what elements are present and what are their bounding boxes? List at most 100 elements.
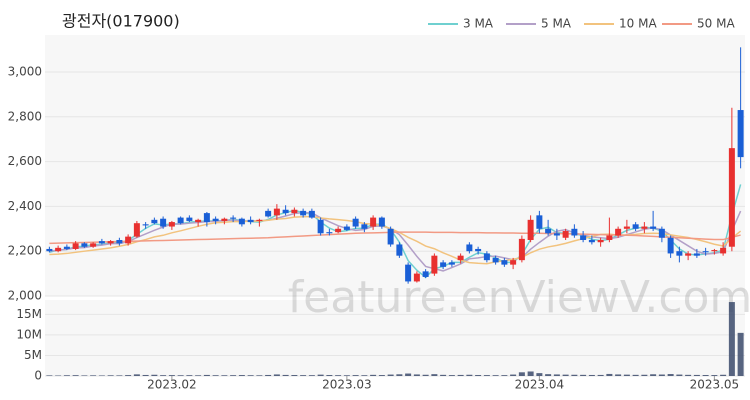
candle-body — [352, 218, 359, 227]
volume-bar — [457, 374, 464, 376]
candle-body — [553, 233, 560, 236]
volume-bar — [492, 375, 499, 376]
volume-bar — [615, 374, 622, 376]
volume-bar — [720, 374, 727, 376]
volume-bar — [107, 375, 114, 376]
volume-bar — [562, 374, 569, 376]
candle-body — [545, 228, 552, 234]
candle-body — [702, 251, 709, 253]
x-tick-label: 2023.05 — [690, 378, 740, 392]
volume-bar — [151, 374, 158, 376]
y-tick-label: 5M — [24, 348, 42, 362]
y-tick-label: 3,000 — [8, 64, 42, 78]
volume-bar — [212, 375, 219, 376]
candle-body — [247, 219, 254, 223]
candle-body — [98, 241, 105, 244]
volume-bar — [641, 374, 648, 376]
candle-body — [326, 232, 333, 234]
candle-body — [422, 271, 429, 277]
volume-bar — [230, 375, 237, 376]
volume-bar — [676, 374, 683, 376]
candle-body — [483, 253, 490, 261]
volume-bar — [422, 374, 429, 376]
volume-bar — [352, 375, 359, 376]
legend-label: 3 MA — [463, 17, 494, 31]
y-tick-label: 2,600 — [8, 154, 42, 168]
volume-bar — [326, 375, 333, 376]
y-tick-label: 15M — [16, 307, 42, 321]
candle-body — [46, 248, 53, 252]
candle-body — [580, 235, 587, 240]
candle-body — [221, 218, 228, 221]
candle-body — [510, 260, 517, 265]
volume-bar — [501, 375, 508, 376]
candle-body — [693, 253, 700, 256]
y-tick-label: 0 — [34, 369, 42, 383]
volume-bar — [405, 373, 412, 376]
candle-body — [597, 239, 604, 243]
volume-bar — [510, 374, 517, 376]
volume-bar — [448, 375, 455, 376]
candle-body — [151, 219, 158, 224]
y-tick-label: 2,200 — [8, 244, 42, 258]
volume-bar — [623, 374, 630, 376]
y-tick-label: 2,400 — [8, 199, 42, 213]
candle-body — [413, 273, 420, 282]
candle-body — [343, 226, 350, 230]
volume-bar — [247, 375, 254, 376]
legend-label: 5 MA — [541, 17, 572, 31]
candle-body — [361, 224, 368, 229]
legend-label: 50 MA — [697, 17, 735, 31]
volume-bar — [291, 375, 298, 376]
volume-bar — [431, 374, 438, 376]
volume-bar — [343, 375, 350, 376]
ma-line — [49, 231, 741, 245]
x-tick-label: 2023.03 — [322, 378, 372, 392]
volume-bar — [265, 374, 272, 376]
volume-bar — [413, 374, 420, 376]
volume-bar — [116, 375, 123, 376]
candle-body — [448, 262, 455, 265]
legend-label: 10 MA — [619, 17, 657, 31]
volume-bar — [518, 372, 525, 376]
volume-bar — [63, 375, 70, 376]
candle-body — [475, 248, 482, 252]
volume-bar — [81, 375, 88, 376]
volume-bar — [238, 375, 245, 376]
y-tick-label: 2,000 — [8, 289, 42, 303]
x-tick-label: 2023.04 — [515, 378, 565, 392]
price-panel — [45, 35, 745, 296]
candle-body — [160, 218, 167, 227]
candle-body — [317, 219, 324, 234]
candle-body — [116, 239, 123, 244]
volume-bar — [711, 375, 718, 376]
volume-bar — [98, 375, 105, 376]
candle-body — [492, 257, 499, 263]
volume-bar — [186, 375, 193, 376]
volume-bar — [133, 374, 140, 376]
volume-bar — [545, 374, 552, 376]
volume-bar — [282, 374, 289, 376]
candle-body — [273, 208, 280, 216]
candle-body — [711, 250, 718, 252]
volume-bar — [142, 374, 149, 376]
volume-bar — [168, 375, 175, 376]
volume-bar — [693, 374, 700, 376]
candle-body — [728, 148, 735, 247]
x-tick-label: 2023.02 — [147, 378, 197, 392]
candle-body — [125, 236, 132, 244]
volume-bar — [571, 374, 578, 376]
volume-bar — [536, 373, 543, 376]
volume-bar — [702, 375, 709, 376]
volume-panel — [45, 300, 745, 376]
volume-bar — [203, 374, 210, 376]
candle-body — [440, 262, 447, 267]
volume-bar — [606, 373, 613, 376]
volume-bar — [440, 374, 447, 376]
candle-body — [265, 210, 272, 217]
candle-body — [195, 219, 202, 223]
candle-body — [685, 253, 692, 256]
volume-bar — [588, 374, 595, 376]
chart-title: 광전자(017900) — [62, 12, 180, 31]
